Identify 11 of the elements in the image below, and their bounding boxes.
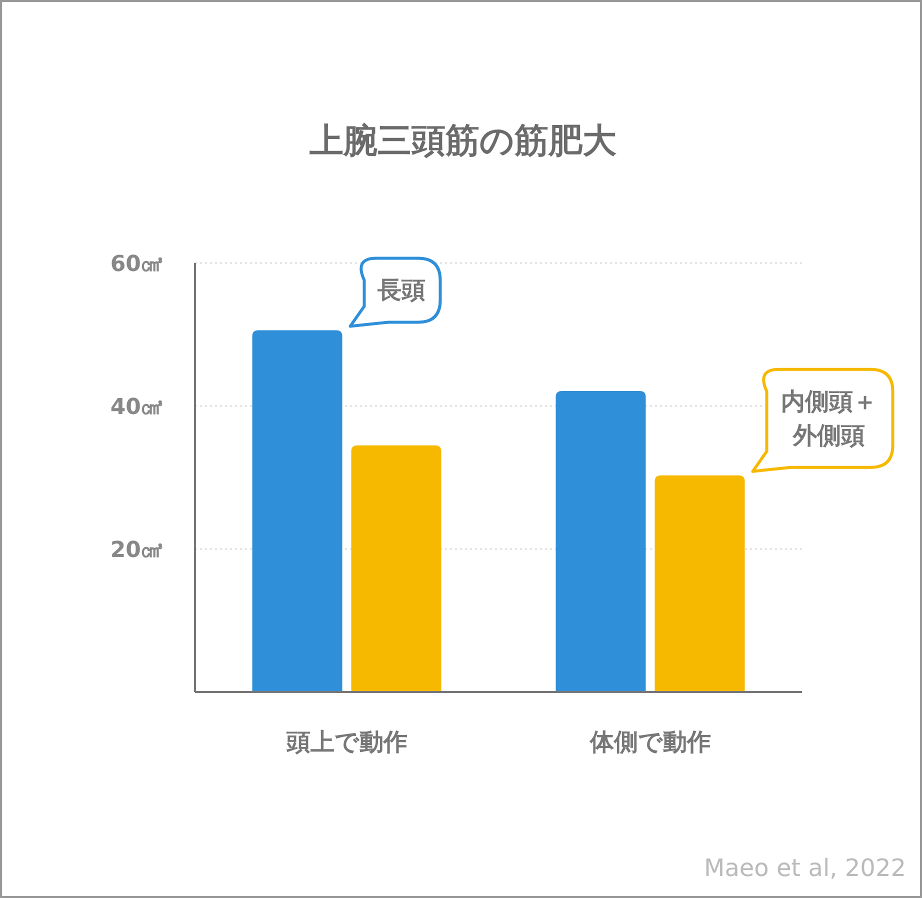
y-tick-label: 20㎤ (110, 538, 163, 563)
x-tick-label: 体側で動作 (588, 728, 711, 756)
series-label: 長頭 (376, 276, 426, 304)
x-tick-label: 頭上で動作 (285, 728, 408, 756)
title: 上腕三頭筋の筋肥大 (310, 121, 616, 161)
text: Maeo et al, 2022 (704, 854, 906, 882)
legend-callout: 長頭 (348, 256, 442, 328)
legend-callout: 内側頭＋外側頭 (751, 368, 894, 473)
series-label: 内側頭＋外側頭 (780, 387, 877, 450)
y-tick-label: 40㎤ (110, 395, 163, 420)
y-tick-label: 60㎤ (110, 252, 163, 277)
